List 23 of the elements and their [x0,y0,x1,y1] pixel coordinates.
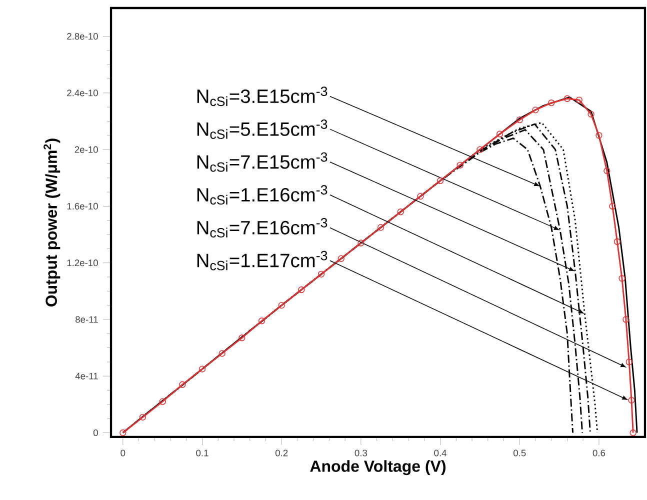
y-tick-label: 2e-10 [74,146,98,153]
y-tick-label: 4e-11 [75,372,98,380]
y-tick-label: 2.4e-10 [67,90,98,96]
x-tick-label: 0.4 [434,450,446,456]
x-tick-label: 0.5 [513,450,526,456]
y-tick-label: 1.6e-10 [67,202,98,210]
y-tick-label: 0 [93,429,98,436]
annotation: N$_{cSi}$=7.E16cm$^{-3}$ [197,218,328,238]
x-axis-title: Anode Voltage (V) [310,460,446,476]
y-axis-title: Output power (W/μm$^{2}$) [44,138,60,306]
x-tick-label: 0.6 [592,450,606,456]
x-tick-label: 0.2 [275,450,288,456]
y-tick-label: 2.8e-10 [67,33,98,40]
x-tick-label: 0.3 [354,450,368,456]
annotation: N$_{cSi}$=7.E15cm$^{-3}$ [197,152,328,172]
y-tick-label: 1.2e-10 [67,260,98,266]
x-tick-label: 0.1 [196,450,208,456]
annotation: N$_{cSi}$=5.E15cm$^{-3}$ [197,119,328,139]
annotation: N$_{cSi}$=1.E17cm$^{-3}$ [197,250,328,270]
annotation: N$_{cSi}$=1.E16cm$^{-3}$ [197,185,328,205]
x-tick-label: 0 [120,450,126,456]
y-tick-label: 8e-11 [76,316,98,323]
annotation: N$_{cSi}$=3.E15cm$^{-3}$ [197,86,328,106]
